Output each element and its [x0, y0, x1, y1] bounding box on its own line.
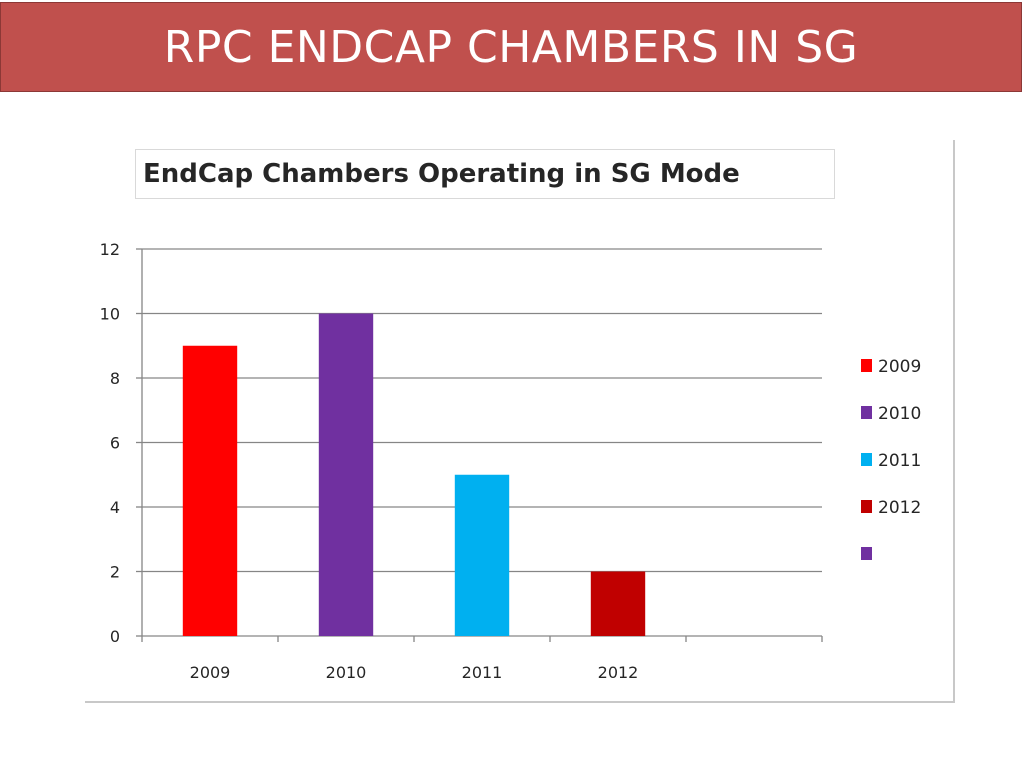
y-tick-label: 10 [100, 305, 120, 324]
chart-title: EndCap Chambers Operating in SG Mode [143, 159, 740, 189]
y-tick-label: 4 [110, 498, 120, 517]
y-tick-label: 2 [110, 563, 120, 582]
chart-title-box: EndCap Chambers Operating in SG Mode [135, 149, 835, 199]
legend-swatch [861, 359, 872, 372]
legend-swatch [861, 500, 872, 513]
legend-label: 2009 [878, 357, 921, 377]
chart-frame [85, 140, 955, 703]
legend-swatch [861, 406, 872, 419]
bar-2009 [182, 345, 238, 636]
slide-title: RPC ENDCAP CHAMBERS IN SG [163, 21, 859, 73]
legend-label: 2011 [878, 451, 921, 471]
legend-label: 2010 [878, 404, 921, 424]
bar-2011 [454, 474, 510, 636]
legend-swatch [861, 453, 872, 466]
slide-title-bar: RPC ENDCAP CHAMBERS IN SG [0, 2, 1022, 92]
x-tick-label: 2011 [462, 663, 503, 682]
legend-swatch [861, 547, 872, 560]
x-tick-label: 2009 [190, 663, 231, 682]
y-tick-label: 12 [100, 240, 120, 259]
x-tick-label: 2010 [326, 663, 367, 682]
x-tick-label: 2012 [598, 663, 639, 682]
y-tick-label: 8 [110, 369, 120, 388]
bar-2010 [318, 313, 374, 636]
bar-2012 [590, 571, 646, 636]
y-tick-label: 6 [110, 434, 120, 453]
legend-label: 2012 [878, 498, 921, 518]
y-tick-label: 0 [110, 627, 120, 646]
